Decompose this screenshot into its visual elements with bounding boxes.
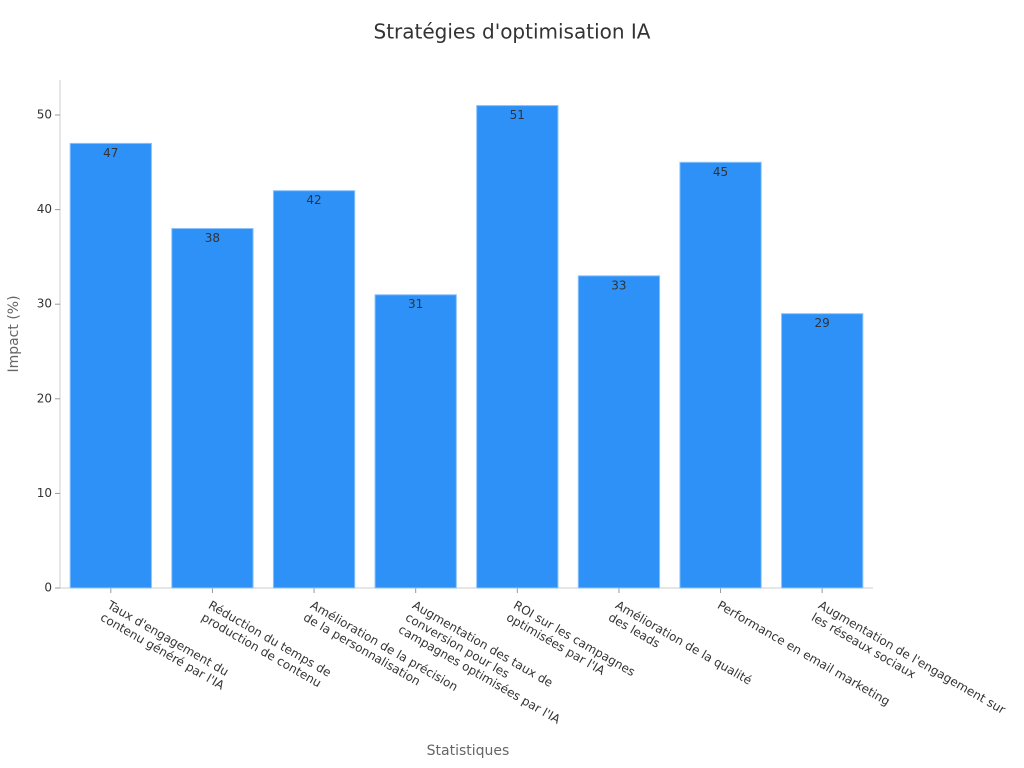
x-axis-label: Statistiques xyxy=(427,743,510,759)
y-tick-label: 20 xyxy=(37,391,52,405)
bar xyxy=(171,228,254,589)
value-label: 29 xyxy=(815,316,830,330)
bar xyxy=(272,190,356,589)
chart-title: Stratégies d'optimisation IA xyxy=(374,20,651,44)
y-tick-label: 40 xyxy=(37,202,52,216)
y-tick-label: 50 xyxy=(37,108,52,122)
bar xyxy=(781,313,864,589)
value-label: 42 xyxy=(306,193,321,207)
bar xyxy=(476,105,559,589)
y-tick-label: 10 xyxy=(37,486,52,500)
value-label: 38 xyxy=(205,231,220,245)
bar xyxy=(577,275,661,589)
bar xyxy=(374,294,457,589)
bar xyxy=(679,161,762,589)
value-label: 51 xyxy=(510,108,525,122)
value-label: 31 xyxy=(408,297,423,311)
y-tick-label: 0 xyxy=(44,581,52,595)
y-axis-label: Impact (%) xyxy=(6,295,22,372)
value-label: 33 xyxy=(611,278,626,292)
bar xyxy=(69,142,152,589)
value-label: 45 xyxy=(713,165,728,179)
y-tick-label: 30 xyxy=(37,297,52,311)
value-label: 47 xyxy=(103,146,118,160)
